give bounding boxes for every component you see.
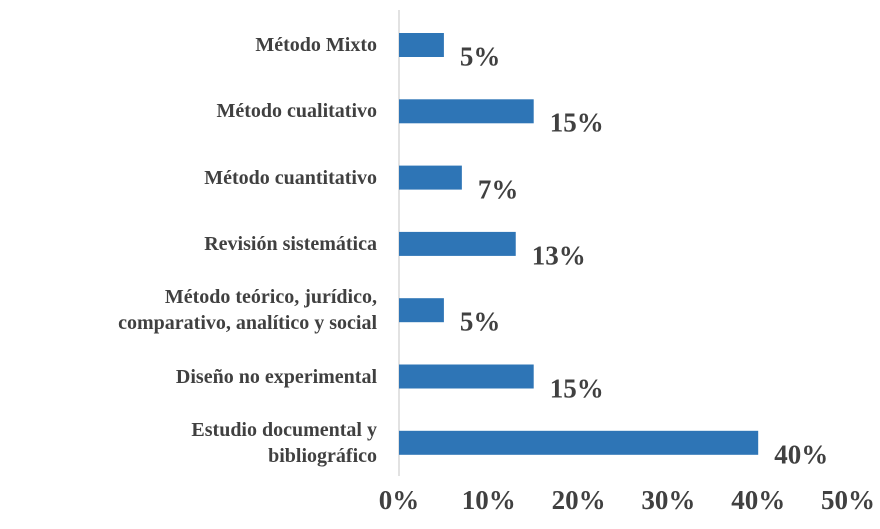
data-label: 5% <box>459 41 501 72</box>
y-tick-label: Estudio documental y bibliográfico <box>191 418 377 467</box>
bar <box>399 33 444 57</box>
data-label: 40% <box>774 439 829 470</box>
y-tick-label: Revisión sistemática <box>204 232 377 255</box>
bar <box>399 430 759 455</box>
data-label: 15% <box>549 373 604 403</box>
bar <box>399 99 534 124</box>
bar <box>399 165 462 190</box>
y-tick-label: Método Mixto <box>255 34 377 56</box>
bar <box>399 298 444 323</box>
bar <box>399 364 534 389</box>
x-tick-label: 0% <box>378 485 420 515</box>
x-tick-label: 20% <box>551 485 606 515</box>
y-tick-label: Método teórico, jurídico, comparativo, a… <box>118 286 377 335</box>
data-label: 7% <box>477 174 519 205</box>
y-tick-label: Diseño no experimental <box>175 365 377 388</box>
bar <box>399 231 516 256</box>
data-label: 5% <box>459 306 501 337</box>
y-tick-label: Método cualitativo <box>216 100 377 123</box>
x-tick-label: 30% <box>641 485 696 515</box>
y-tick-label: Método cuantitativo <box>204 166 377 189</box>
data-label: 15% <box>549 107 604 138</box>
data-label: 13% <box>531 240 586 271</box>
x-tick-label: 40% <box>731 485 786 515</box>
x-tick-label: 50% <box>821 485 875 515</box>
x-tick-label: 10% <box>461 485 516 515</box>
